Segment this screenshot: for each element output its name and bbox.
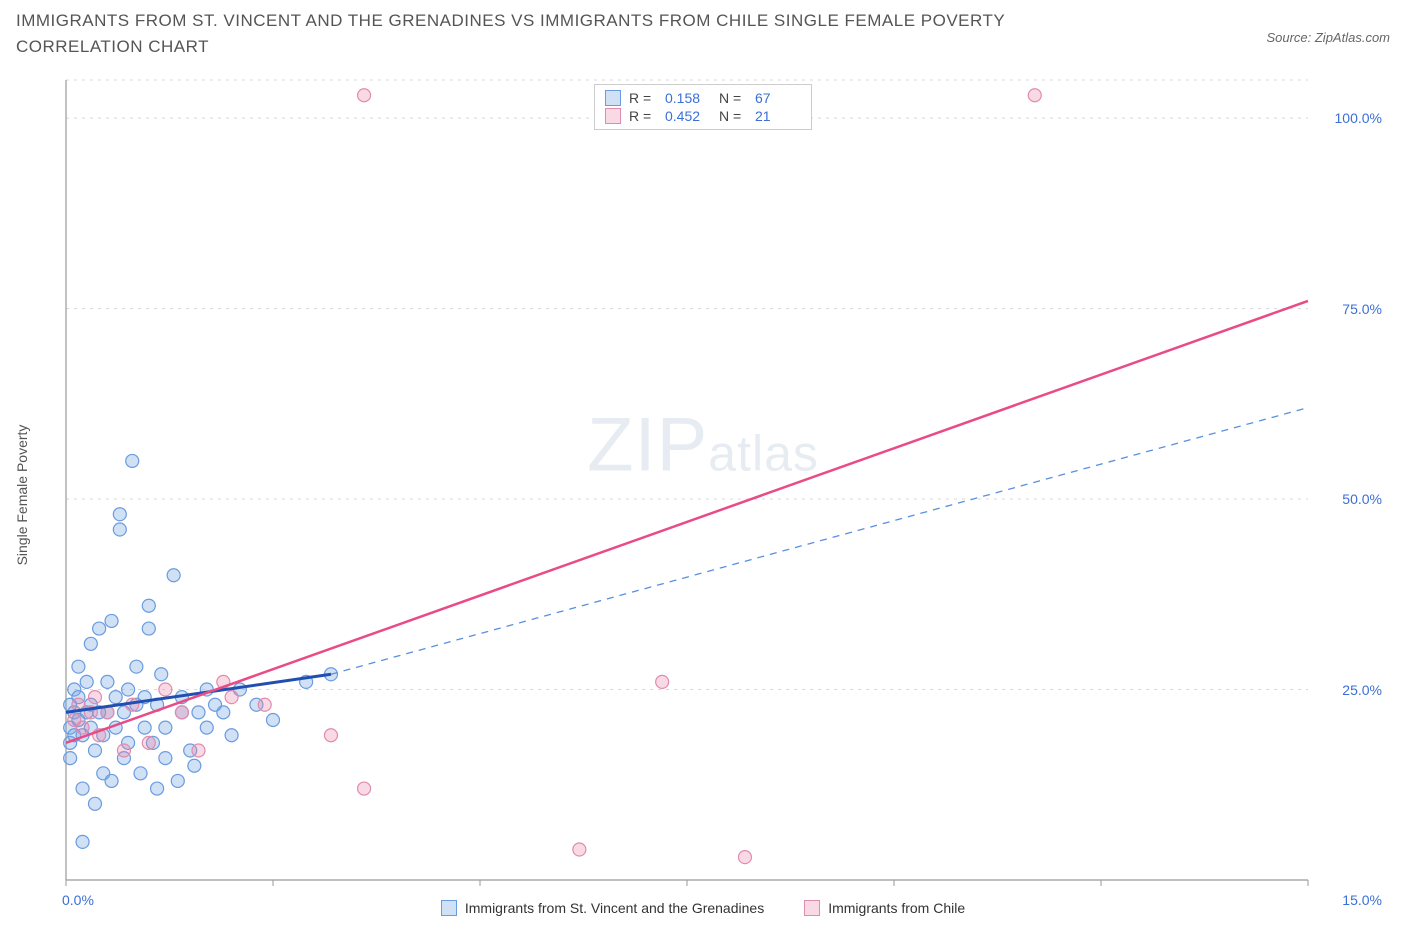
legend-r-value: 0.158: [665, 90, 711, 106]
source-attribution: Source: ZipAtlas.com: [1266, 8, 1390, 45]
legend-n-value: 67: [755, 90, 801, 106]
scatter-plot: [62, 76, 1390, 914]
legend-swatch-svg: [605, 90, 621, 106]
legend-item-chile: Immigrants from Chile: [804, 900, 965, 916]
legend-row-svg: R = 0.158 N = 67: [605, 89, 801, 107]
y-tick-label: 25.0%: [1342, 682, 1382, 698]
legend-r-label: R =: [629, 108, 657, 124]
y-tick-label: 50.0%: [1342, 491, 1382, 507]
chart-title: IMMIGRANTS FROM ST. VINCENT AND THE GREN…: [16, 8, 1136, 59]
legend-label: Immigrants from Chile: [828, 900, 965, 916]
legend-swatch-chile: [605, 108, 621, 124]
chart-container: Single Female Poverty ZIPatlas R = 0.158…: [16, 76, 1390, 914]
legend-stats: R = 0.158 N = 67 R = 0.452 N = 21: [594, 84, 812, 130]
y-tick-label: 100.0%: [1335, 110, 1382, 126]
legend-swatch-chile: [804, 900, 820, 916]
legend-n-label: N =: [719, 108, 747, 124]
legend-r-value: 0.452: [665, 108, 711, 124]
y-tick-label: 75.0%: [1342, 301, 1382, 317]
legend-n-value: 21: [755, 108, 801, 124]
legend-swatch-svg: [441, 900, 457, 916]
legend-series: Immigrants from St. Vincent and the Gren…: [16, 900, 1390, 916]
legend-label: Immigrants from St. Vincent and the Gren…: [465, 900, 764, 916]
legend-row-chile: R = 0.452 N = 21: [605, 107, 801, 125]
legend-r-label: R =: [629, 90, 657, 106]
legend-item-svg: Immigrants from St. Vincent and the Gren…: [441, 900, 764, 916]
y-axis-label: Single Female Poverty: [14, 425, 30, 566]
legend-n-label: N =: [719, 90, 747, 106]
